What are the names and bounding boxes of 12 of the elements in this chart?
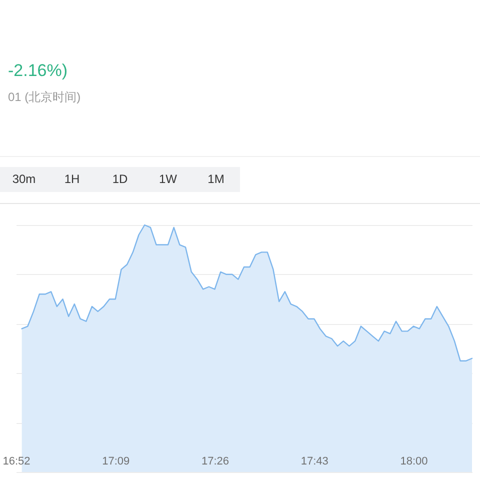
chart-title: -2.16%) bbox=[8, 61, 68, 81]
x-tick-label: 16:52 bbox=[2, 456, 30, 468]
text: 1M bbox=[192, 167, 240, 192]
text: 1D bbox=[96, 167, 144, 192]
chart-subtitle: 01 (北京时间) bbox=[8, 89, 81, 106]
text: 1W bbox=[144, 167, 192, 192]
text: 1H bbox=[48, 167, 96, 192]
x-tick-label: 17:26 bbox=[201, 456, 230, 468]
text: 30m bbox=[0, 167, 48, 192]
x-tick-label: 17:09 bbox=[102, 456, 130, 468]
x-tick-label: 17:43 bbox=[300, 456, 328, 468]
x-tick-label: 18:00 bbox=[400, 456, 428, 468]
